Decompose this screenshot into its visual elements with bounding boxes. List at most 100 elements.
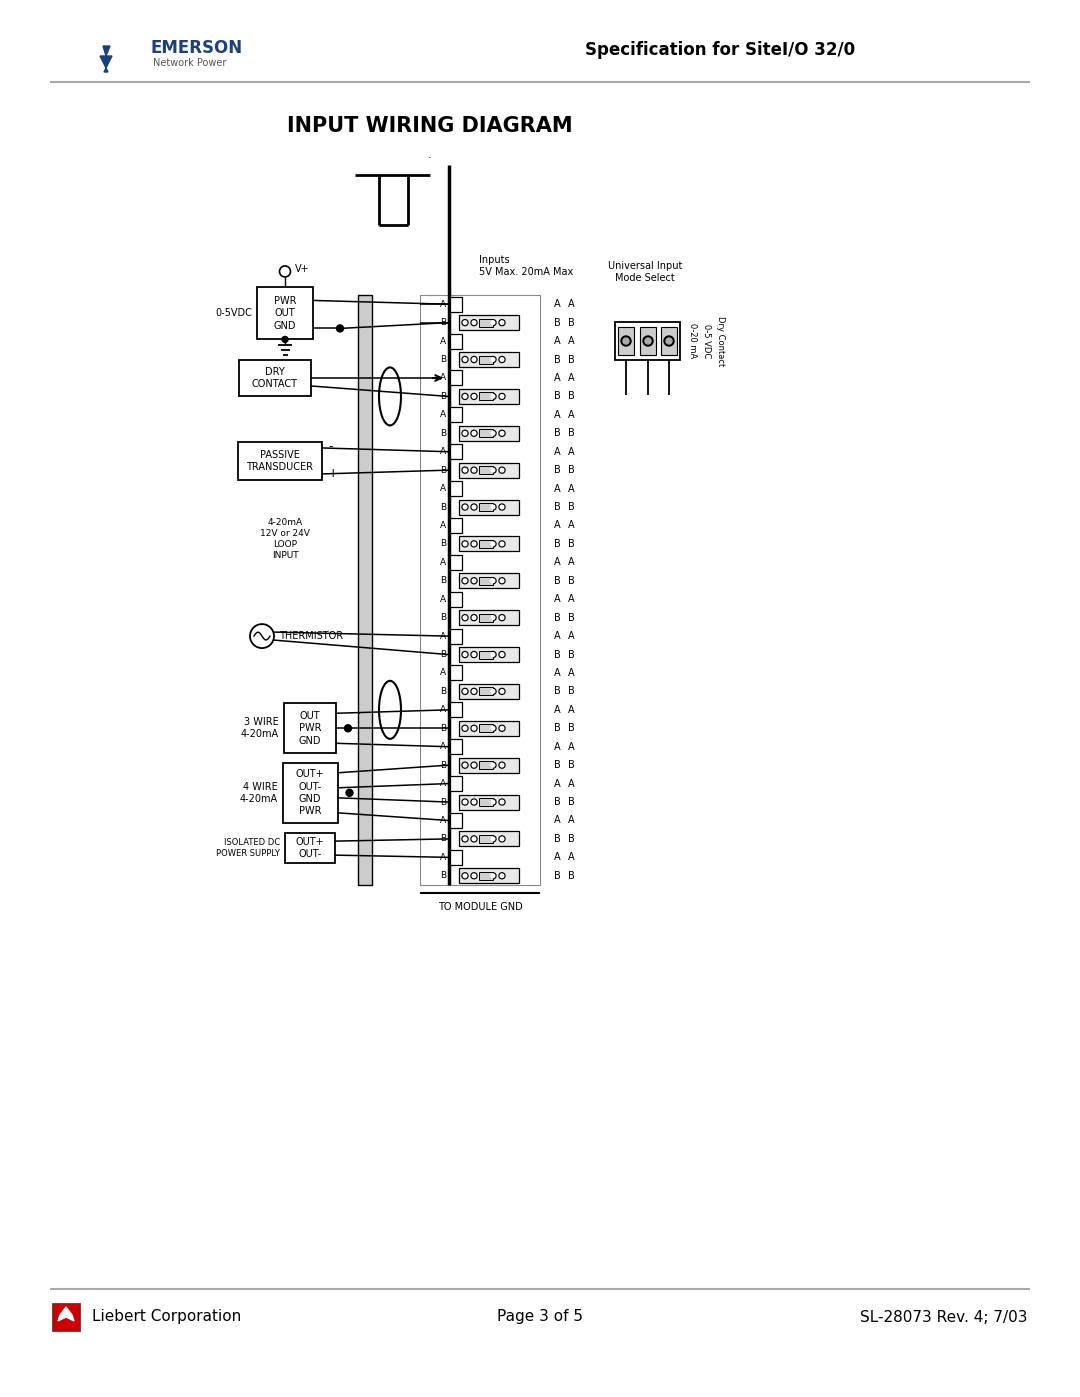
Circle shape (463, 358, 467, 362)
Circle shape (471, 541, 477, 546)
Bar (420, 295, 540, 886)
Bar (459, 388, 519, 404)
Circle shape (645, 338, 651, 344)
Circle shape (491, 506, 495, 509)
Text: B: B (440, 724, 446, 733)
Text: INPUT WIRING DIAGRAM: INPUT WIRING DIAGRAM (287, 116, 572, 136)
Polygon shape (58, 1308, 75, 1322)
Circle shape (462, 320, 468, 326)
Bar (450, 813, 462, 828)
Circle shape (462, 615, 468, 620)
Text: A: A (440, 669, 446, 678)
Circle shape (499, 835, 505, 842)
Text: B: B (440, 834, 446, 844)
Circle shape (666, 338, 672, 344)
Circle shape (664, 337, 674, 346)
Bar (459, 869, 519, 883)
Text: B: B (554, 391, 561, 401)
Circle shape (337, 326, 343, 332)
Circle shape (463, 578, 467, 583)
Text: B: B (554, 429, 561, 439)
Circle shape (500, 506, 503, 509)
Bar (480, 577, 492, 585)
Bar (257, 288, 313, 339)
Text: A: A (554, 409, 561, 420)
Bar (239, 360, 311, 395)
Text: DRY
CONTACT: DRY CONTACT (252, 367, 298, 390)
Text: A: A (440, 300, 446, 309)
Circle shape (471, 725, 477, 731)
Circle shape (499, 873, 505, 879)
Text: Dry Contact: Dry Contact (715, 316, 725, 366)
Circle shape (462, 541, 468, 546)
Text: PASSIVE
TRANSDUCER: PASSIVE TRANSDUCER (246, 450, 313, 472)
Circle shape (491, 837, 495, 841)
Text: B: B (554, 834, 561, 844)
Bar (480, 355, 492, 363)
Circle shape (463, 432, 467, 434)
Bar (459, 831, 519, 847)
Text: A: A (440, 595, 446, 604)
Ellipse shape (379, 367, 401, 426)
Text: OUT
PWR
GND: OUT PWR GND (299, 711, 321, 746)
Circle shape (499, 651, 505, 658)
Text: A: A (568, 705, 575, 715)
Text: A: A (440, 816, 446, 826)
Text: 4 WIRE
4-20mA: 4 WIRE 4-20mA (240, 781, 278, 805)
Text: Specification for SiteI/O 32/0: Specification for SiteI/O 32/0 (585, 41, 855, 59)
Text: 0-20 mA: 0-20 mA (688, 323, 697, 359)
Text: B: B (554, 539, 561, 549)
Text: B: B (568, 576, 575, 585)
Circle shape (490, 578, 496, 584)
Bar (459, 757, 519, 773)
Bar (450, 518, 462, 534)
Bar (618, 327, 634, 355)
Text: OUT+
OUT-
GND
PWR: OUT+ OUT- GND PWR (296, 770, 324, 816)
Circle shape (471, 835, 477, 842)
Circle shape (623, 338, 629, 344)
Circle shape (471, 763, 477, 768)
Circle shape (490, 799, 496, 805)
Circle shape (500, 432, 503, 434)
Bar (480, 724, 492, 732)
Bar (480, 393, 492, 401)
Circle shape (463, 394, 467, 398)
Circle shape (472, 726, 476, 731)
Circle shape (462, 763, 468, 768)
Circle shape (490, 835, 496, 842)
Circle shape (499, 320, 505, 326)
Bar (450, 703, 462, 717)
Circle shape (472, 763, 476, 767)
Text: B: B (440, 429, 446, 437)
Text: 0-5VDC: 0-5VDC (215, 309, 252, 319)
Circle shape (462, 799, 468, 805)
Circle shape (500, 875, 503, 877)
Circle shape (499, 578, 505, 584)
Text: B: B (440, 319, 446, 327)
Circle shape (472, 358, 476, 362)
Text: B: B (568, 465, 575, 475)
Text: V+: V+ (295, 264, 310, 274)
Text: A: A (554, 668, 561, 678)
Circle shape (472, 690, 476, 693)
Circle shape (471, 615, 477, 620)
Circle shape (471, 578, 477, 584)
Bar (480, 467, 492, 474)
Circle shape (491, 542, 495, 546)
Text: A: A (554, 705, 561, 715)
Circle shape (500, 394, 503, 398)
Text: B: B (440, 872, 446, 880)
Polygon shape (100, 46, 112, 73)
Circle shape (471, 504, 477, 510)
Text: +: + (328, 468, 339, 481)
Circle shape (282, 337, 288, 342)
Circle shape (463, 763, 467, 767)
Circle shape (491, 690, 495, 693)
Bar (450, 592, 462, 606)
Bar (450, 777, 462, 791)
Bar (459, 721, 519, 736)
Text: A: A (440, 557, 446, 567)
Circle shape (491, 468, 495, 472)
Bar (459, 316, 519, 330)
Bar (450, 555, 462, 570)
